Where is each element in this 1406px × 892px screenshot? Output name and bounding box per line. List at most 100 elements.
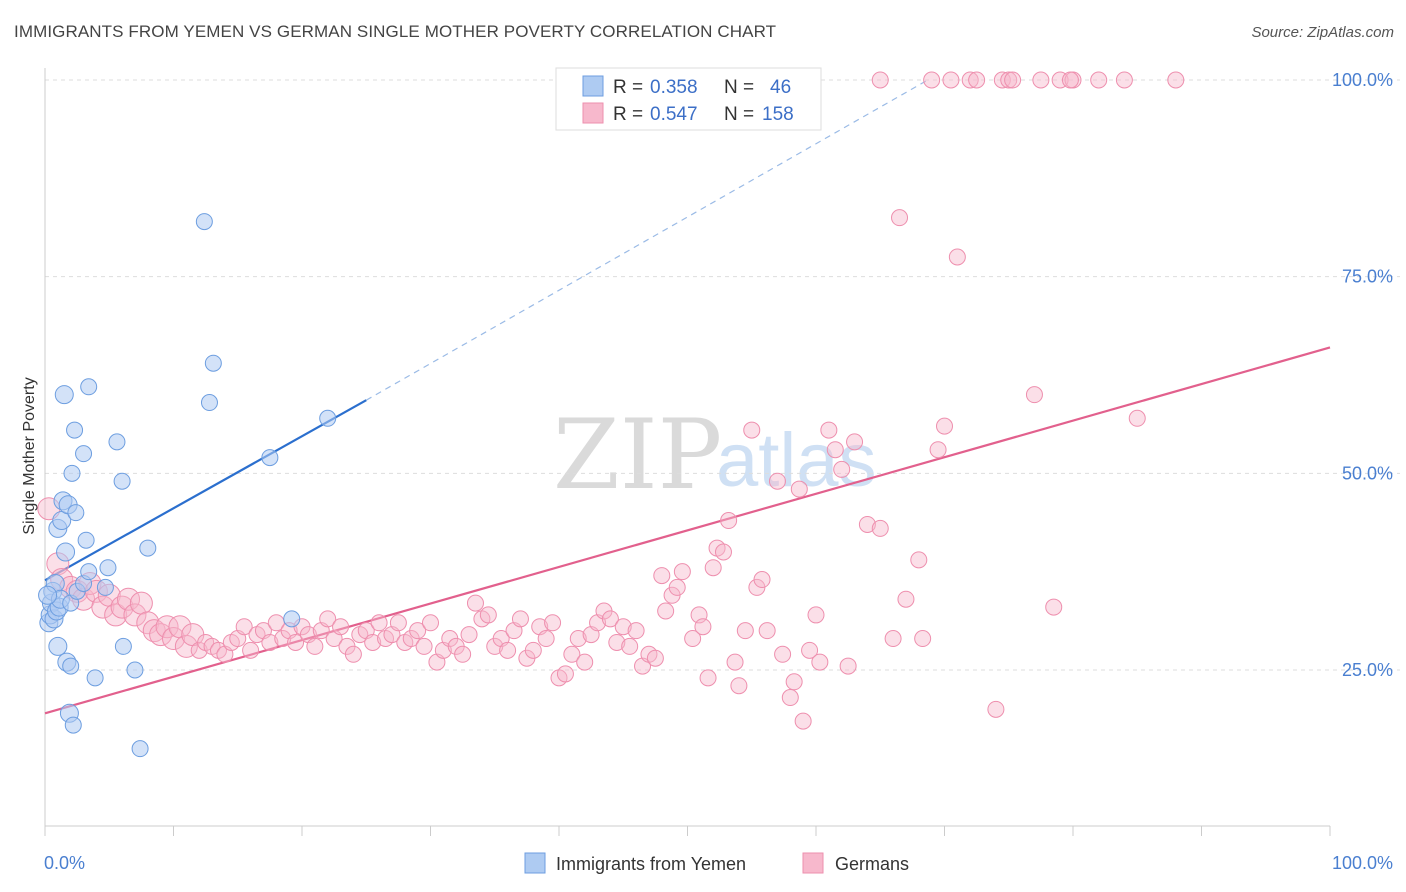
chart-title: IMMIGRANTS FROM YEMEN VS GERMAN SINGLE M… [14, 22, 777, 41]
german-point [891, 209, 909, 227]
german-point [730, 677, 748, 695]
legend-r-label: R = [613, 104, 643, 125]
german-point [306, 637, 324, 655]
yemen-point [80, 378, 98, 396]
yemen-point [67, 504, 85, 522]
german-point [1090, 71, 1108, 89]
german-point [1115, 71, 1133, 89]
german-point [673, 563, 691, 581]
legend-swatch-german [582, 102, 604, 124]
german-point [785, 673, 803, 691]
german-point [646, 649, 664, 667]
german-point [319, 610, 337, 628]
yemen-point [99, 559, 117, 577]
german-point [556, 665, 574, 683]
yemen-point [48, 636, 68, 656]
german-point [601, 610, 619, 628]
german-point [235, 618, 253, 636]
german-point [117, 587, 141, 611]
german-point [820, 421, 838, 439]
german-point [544, 614, 562, 632]
german-point [694, 618, 712, 636]
german-point [704, 559, 722, 577]
german-point [1032, 71, 1050, 89]
x-tick-label: 100.0% [1332, 853, 1393, 873]
german-point [774, 645, 792, 663]
german-point [1004, 71, 1022, 89]
german-point [511, 610, 529, 628]
german-point [948, 248, 966, 266]
yemen-trendline [44, 399, 367, 582]
yemen-point [283, 610, 301, 628]
german-point [261, 633, 279, 651]
german-point [1061, 71, 1079, 89]
german-point [370, 614, 388, 632]
german-point [657, 602, 675, 620]
yemen-point [54, 385, 74, 405]
german-point [768, 472, 786, 490]
german-point [807, 606, 825, 624]
german-point [499, 641, 517, 659]
german-point [668, 578, 686, 596]
german-point [871, 519, 889, 537]
german-point [415, 637, 433, 655]
yemen-point [96, 578, 114, 596]
german-point [726, 653, 744, 671]
german-point [653, 567, 671, 585]
legend-r-label: R = [613, 77, 643, 98]
legend: R = 0.358 N = 46 R = 0.547 N = 158 [555, 67, 822, 131]
german-point [993, 71, 1011, 89]
yemen-point [195, 213, 213, 231]
german-point [811, 653, 829, 671]
yemen-point [126, 661, 144, 679]
german-point [753, 571, 771, 589]
legend-r-value: 0.358 [650, 77, 698, 98]
tick-labels: 25.0% 50.0% 75.0% 100.0% 0.0% 100.0% [44, 70, 1393, 873]
y-tick-label: 100.0% [1332, 70, 1393, 90]
german-point [576, 653, 594, 671]
german-point [699, 669, 717, 687]
german-point [524, 641, 542, 659]
german-point [781, 689, 799, 707]
yemen-point [200, 394, 218, 412]
german-point [389, 614, 407, 632]
german-point [914, 630, 932, 648]
yemen-point [139, 539, 157, 557]
legend-r-value: 0.547 [650, 104, 698, 125]
german-points [37, 71, 1185, 730]
german-point [1167, 71, 1185, 89]
german-point [1128, 409, 1146, 427]
german-point [136, 611, 160, 635]
german-point [104, 603, 128, 627]
yemen-point [204, 354, 222, 372]
yemen-point [66, 421, 84, 439]
german-point [569, 630, 587, 648]
yemen-point [64, 716, 82, 734]
german-point [884, 630, 902, 648]
y-tick-label: 50.0% [1342, 463, 1393, 483]
german-point [743, 421, 761, 439]
yemen-point [319, 409, 337, 427]
gridlines [45, 79, 1400, 671]
german-point [123, 603, 147, 627]
legend-swatch-yemen [582, 75, 604, 97]
yemen-point [75, 445, 93, 463]
german-point [720, 512, 738, 530]
yemen-point [113, 472, 131, 490]
legend-n-value: 46 [770, 77, 791, 98]
yemen-point [62, 657, 80, 675]
german-point [332, 618, 350, 636]
bottom-legend-label-german: Germans [835, 854, 909, 874]
bottom-legend-swatch-yemen [524, 852, 546, 874]
german-point [614, 618, 632, 636]
german-point [987, 700, 1005, 718]
german-point [968, 71, 986, 89]
legend-n-value: 158 [762, 104, 794, 125]
yemen-point [80, 563, 98, 581]
german-point [942, 71, 960, 89]
german-point [1000, 71, 1018, 89]
x-tick-label: 0.0% [44, 853, 85, 873]
chart-source: Source: ZipAtlas.com [1251, 24, 1394, 41]
german-point [923, 71, 941, 89]
